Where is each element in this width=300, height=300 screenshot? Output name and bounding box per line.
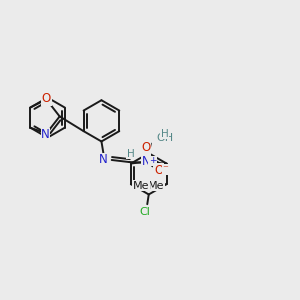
Text: OH: OH: [157, 133, 174, 143]
Text: O: O: [141, 141, 150, 154]
Text: N: N: [41, 128, 50, 142]
Text: H: H: [161, 129, 169, 139]
Text: O: O: [42, 92, 51, 105]
Text: H: H: [127, 149, 135, 159]
Text: +: +: [149, 156, 156, 165]
Text: Cl: Cl: [140, 207, 150, 217]
Text: N: N: [98, 153, 107, 166]
Text: N: N: [142, 155, 151, 168]
Text: Me: Me: [148, 181, 164, 190]
Text: ⁻: ⁻: [162, 164, 168, 174]
Text: O: O: [154, 164, 163, 177]
Text: Me: Me: [133, 181, 149, 190]
